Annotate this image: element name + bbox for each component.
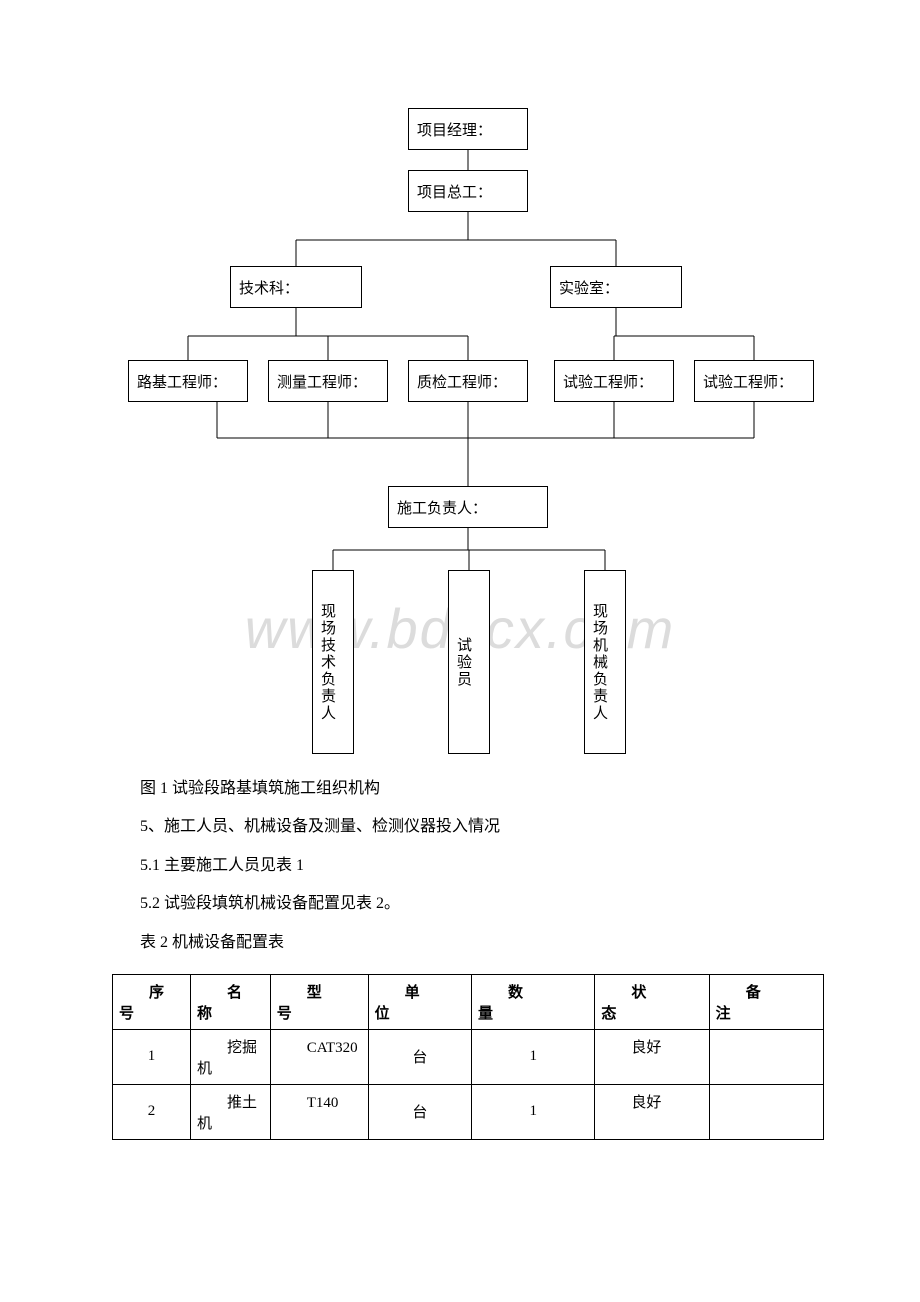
node-v1: 现场技术负责人 <box>312 570 354 754</box>
body-text: 图 1 试验段路基填筑施工组织机构 5、施工人员、机械设备及测量、检测仪器投入情… <box>140 770 840 962</box>
table-row: 2 推土机 T140 台 1 良好 <box>113 1084 824 1139</box>
fig-caption: 图 1 试验段路基填筑施工组织机构 <box>140 770 840 808</box>
node-eng5: 试验工程师： <box>694 360 814 402</box>
node-v3: 现场机械负责人 <box>584 570 626 754</box>
node-lab: 实验室： <box>550 266 682 308</box>
equipment-table: 序号 名称 型号 单位 数量 状态 备注 1 挖掘机 CAT320 台 1 良好… <box>112 974 824 1140</box>
node-lead: 施工负责人： <box>388 486 548 528</box>
node-pm: 项目经理： <box>408 108 528 150</box>
node-eng1: 路基工程师： <box>128 360 248 402</box>
node-eng4: 试验工程师： <box>554 360 674 402</box>
org-chart: www.bdocx.com 项目经理： 项目总工： 技术科： 实验室： 路基工程… <box>0 0 920 760</box>
para-5-2: 5.2 试验段填筑机械设备配置见表 2。 <box>140 885 840 923</box>
table-row: 1 挖掘机 CAT320 台 1 良好 <box>113 1029 824 1084</box>
node-ce: 项目总工： <box>408 170 528 212</box>
table2-title: 表 2 机械设备配置表 <box>140 924 840 962</box>
node-eng3: 质检工程师： <box>408 360 528 402</box>
node-eng2: 测量工程师： <box>268 360 388 402</box>
node-tech: 技术科： <box>230 266 362 308</box>
node-v2: 试验员 <box>448 570 490 754</box>
para-5: 5、施工人员、机械设备及测量、检测仪器投入情况 <box>140 808 840 846</box>
para-5-1: 5.1 主要施工人员见表 1 <box>140 847 840 885</box>
table-header-row: 序号 名称 型号 单位 数量 状态 备注 <box>113 974 824 1029</box>
